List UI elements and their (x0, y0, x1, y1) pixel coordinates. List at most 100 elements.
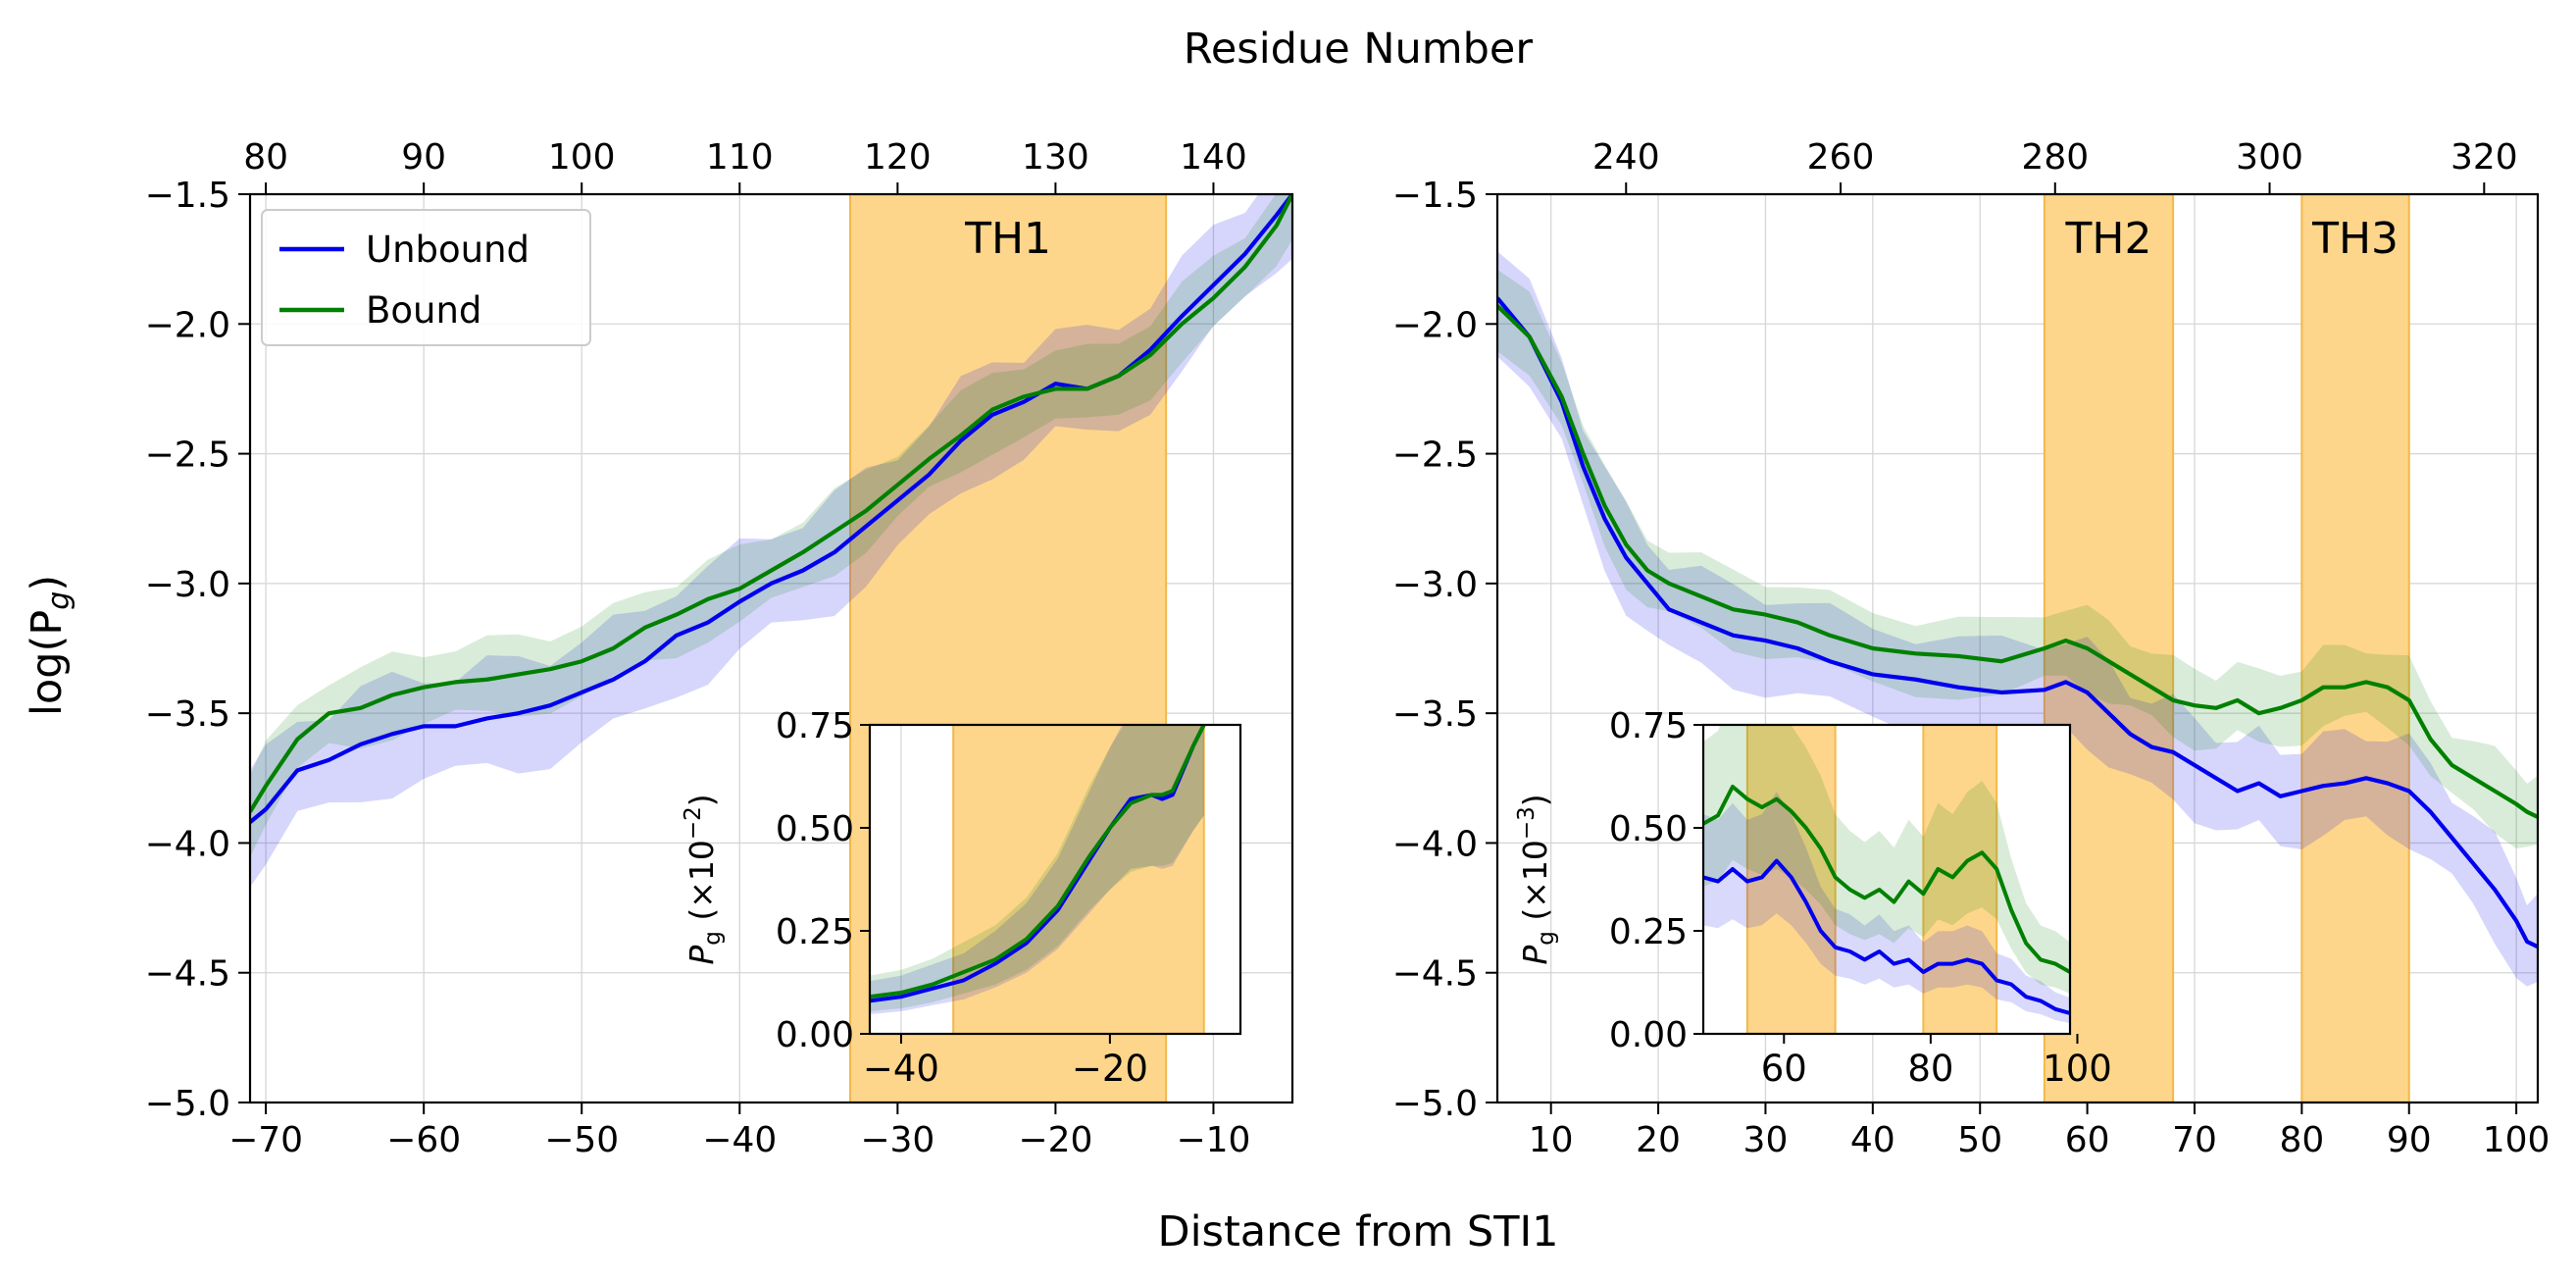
top-axis-title: Residue Number (1184, 25, 1533, 74)
right-inset-ylabel: Pg (×10−3) (1514, 794, 1559, 964)
right-xtick-label-2: 30 (1743, 1120, 1789, 1160)
right-inset-xtick-label-2: 100 (2043, 1048, 2112, 1090)
left-ytick-label-3: −3.5 (145, 694, 230, 735)
right-ytick-label-6: −2.0 (1392, 305, 1478, 345)
right-xtick-label-7: 80 (2279, 1120, 2324, 1160)
left-inset-ylabel-end: ) (682, 794, 721, 806)
left-xtick-label-5: −20 (1018, 1120, 1092, 1160)
left-ytick-label-6: −2.0 (145, 305, 230, 345)
right-inset-ytick-label-2: 0.50 (1609, 809, 1688, 849)
left-legend-label-unbound: Unbound (366, 229, 530, 271)
right-top-tick-label-4: 320 (2450, 137, 2518, 178)
left-inset-line-bound (870, 725, 1206, 1000)
left-inset-band-unbound (870, 725, 1204, 1015)
left-line-bound (250, 194, 1292, 813)
right-plot-area (1497, 194, 2538, 1103)
left-inset-ytick-label-2: 0.50 (776, 809, 854, 849)
right-ytick-label-4: −3.0 (1392, 565, 1478, 605)
left-ytick-label-4: −3.0 (145, 565, 230, 605)
left-top-tick-label-4: 120 (864, 137, 932, 178)
left-top-tick-label-1: 90 (401, 137, 446, 178)
right-line-bound (1497, 304, 2538, 819)
right-xtick-label-8: 90 (2387, 1120, 2432, 1160)
left-ytick-label-1: −4.5 (145, 954, 230, 995)
right-inset-ylabel-rest: (×10 (1516, 840, 1554, 931)
left-ytick-label-7: −1.5 (145, 176, 230, 216)
right-xtick-label-3: 40 (1850, 1120, 1895, 1160)
right-inset-ylabel-sub: g (1534, 931, 1559, 946)
left-ytick-label-2: −4.0 (145, 824, 230, 864)
left-inset-ylabel: Pg (×10−2) (681, 794, 726, 964)
right-panel: TH2 TH3 10 20 30 40 50 60 70 80 90 100 −5.0 −4.5 −4.0 −… (1392, 137, 2551, 1160)
left-top-tick-label-3: 110 (706, 137, 774, 178)
left-legend: Unbound Bound (261, 209, 591, 346)
right-inset-frame (1701, 723, 2072, 1036)
right-ytick-label-1: −4.5 (1392, 954, 1478, 995)
right-ytick-label-2: −4.0 (1392, 824, 1478, 864)
right-inset-ytick-label-0: 0.00 (1609, 1015, 1688, 1055)
bottom-axis-title: Distance from STI1 (1157, 1207, 1558, 1256)
right-top-tick-label-3: 300 (2236, 137, 2303, 178)
right-region-label-th2: TH2 (2064, 214, 2151, 264)
left-inset-ylabel-sub: g (700, 931, 726, 946)
left-xtick-label-0: −70 (228, 1120, 303, 1160)
left-ytick-label-5: −2.5 (145, 436, 230, 476)
y-axis-title-main: log(P (23, 610, 72, 716)
left-xtick-label-1: −60 (386, 1120, 461, 1160)
left-inset-plot-area (870, 725, 1206, 1034)
left-inset-band-bound (870, 725, 1204, 1011)
left-frame (248, 192, 1294, 1104)
right-top-tick-label-2: 280 (2021, 137, 2089, 178)
right-xtick-label-1: 20 (1636, 1120, 1681, 1160)
left-region-label-th1: TH1 (964, 214, 1051, 264)
right-inset-ytick-label-3: 0.75 (1609, 706, 1688, 746)
right-inset-ylabel-p: P (1516, 946, 1554, 965)
y-axis-title-sub: g (42, 591, 76, 610)
right-xtick-label-6: 70 (2172, 1120, 2217, 1160)
right-top-tick-label-0: 240 (1592, 137, 1660, 178)
left-top-tick-label-2: 100 (548, 137, 616, 178)
left-inset-ylabel-p: P (682, 946, 721, 965)
left-xtick-label-3: −40 (702, 1120, 777, 1160)
right-inset-plot-area (1703, 725, 2070, 1034)
left-inset-frame (868, 723, 1242, 1036)
left-top-tick-label-5: 130 (1022, 137, 1089, 178)
left-top-tick-label-0: 80 (243, 137, 288, 178)
left-inset-xtick-label-0: −40 (863, 1048, 939, 1090)
left-xtick-label-6: −10 (1176, 1120, 1250, 1160)
right-ytick-label-5: −2.5 (1392, 436, 1478, 476)
right-inset-ylabel-end: ) (1516, 794, 1554, 806)
right-inset-band-unbound (1703, 792, 2070, 1024)
right-inset-line-bound (1703, 785, 2070, 974)
left-panel: TH1 −70 −60 −50 −40 −30 −20 −10 −5.0 −4.5 −4.0 −3.5… (145, 137, 1294, 1160)
right-ytick-label-0: −5.0 (1392, 1084, 1478, 1124)
left-inset-ytick-label-1: 0.25 (776, 912, 854, 952)
right-region-label-th3: TH3 (2311, 214, 2399, 264)
left-inset-ytick-label-3: 0.75 (776, 706, 854, 746)
right-line-unbound (1497, 296, 2538, 949)
left-inset-ylabel-rest: (×10 (682, 840, 721, 931)
right-xtick-label-4: 50 (1957, 1120, 2002, 1160)
left-xtick-label-4: −30 (860, 1120, 934, 1160)
right-inset-ytick-label-1: 0.25 (1609, 912, 1688, 952)
right-inset-ylabel-exp: −3 (1514, 806, 1540, 840)
left-inset: −40 −20 0.00 0.25 0.50 0.75 Pg (×10−2) (681, 706, 1242, 1090)
right-top-tick-label-1: 260 (1807, 137, 1875, 178)
right-xtick-label-5: 60 (2065, 1120, 2110, 1160)
right-frame (1495, 192, 2540, 1104)
left-inset-xtick-label-1: −20 (1072, 1048, 1148, 1090)
right-region-th3 (2300, 194, 2410, 1103)
y-axis-title: log(Pg) (23, 575, 76, 716)
right-ytick-label-3: −3.5 (1392, 694, 1478, 735)
left-ytick-label-0: −5.0 (145, 1084, 230, 1124)
left-inset-line-unbound (870, 725, 1206, 1003)
right-band-bound (1497, 269, 2538, 849)
right-inset-region-1 (1922, 725, 1998, 1034)
right-band-unbound (1497, 251, 2538, 987)
right-xtick-label-0: 10 (1529, 1120, 1574, 1160)
left-xtick-label-2: −50 (544, 1120, 619, 1160)
left-legend-label-bound: Bound (366, 289, 481, 332)
right-xtick-label-9: 100 (2483, 1120, 2551, 1160)
right-inset-xtick-label-0: 60 (1761, 1048, 1807, 1090)
